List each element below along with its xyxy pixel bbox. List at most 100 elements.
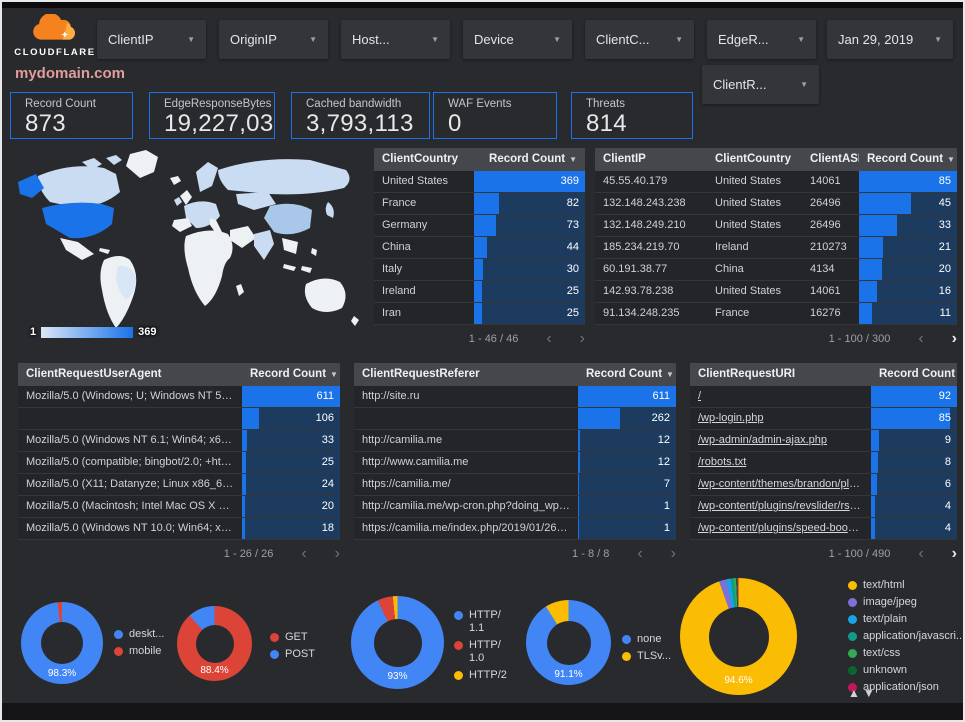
request-method-donut[interactable]: 88.4% bbox=[177, 606, 252, 681]
sort-down-icon[interactable]: ▼ bbox=[862, 686, 878, 700]
sort-desc-icon[interactable]: ▼ bbox=[569, 155, 577, 164]
donut-hole bbox=[708, 606, 769, 667]
bar-fill bbox=[859, 215, 898, 236]
filter-chip-edger[interactable]: EdgeR... ▼ bbox=[707, 20, 816, 59]
filter-chip-originip[interactable]: OriginIP ▼ bbox=[219, 20, 328, 59]
chevron-left-icon[interactable]: ‹ bbox=[301, 545, 307, 562]
legend-color-dot bbox=[848, 683, 857, 692]
bar-value: 82 bbox=[566, 197, 579, 209]
filter-chip-clientc[interactable]: ClientC... ▼ bbox=[585, 20, 694, 59]
pagination-range: 1 - 26 / 26 bbox=[223, 548, 274, 560]
legend-label: unknown bbox=[863, 664, 908, 676]
geo-map-chart[interactable]: 1 369 bbox=[12, 148, 370, 348]
bar-value: 7 bbox=[663, 478, 670, 490]
uri-link[interactable]: /wp-content/themes/brandon/plu... bbox=[698, 478, 865, 490]
table-row: Mozilla/5.0 (Windows; U; Windows NT 5.1;… bbox=[18, 386, 340, 408]
chevron-right-icon[interactable]: › bbox=[670, 545, 676, 562]
legend-color-dot bbox=[848, 666, 857, 675]
filter-chip-label: EdgeR... bbox=[718, 32, 769, 47]
record-count-bar-cell: 25 bbox=[242, 452, 340, 473]
sort-desc-icon[interactable]: ▼ bbox=[666, 370, 674, 379]
chevron-right-icon[interactable]: › bbox=[951, 545, 957, 562]
legend-label: POST bbox=[285, 648, 315, 660]
legend-color-dot bbox=[622, 652, 631, 661]
filter-chip-clientrequest[interactable]: ClientR... ▼ bbox=[702, 65, 819, 104]
sort-desc-icon[interactable]: ▼ bbox=[330, 370, 338, 379]
bar-fill bbox=[871, 430, 880, 451]
sort-desc-icon[interactable]: ▼ bbox=[947, 155, 955, 164]
uri-link[interactable]: /wp-content/plugins/revslider/rs-p... bbox=[698, 500, 869, 512]
table-cell: United States bbox=[715, 175, 782, 187]
table-cell: 60.191.38.77 bbox=[603, 263, 668, 275]
record-count-bar-cell: 4 bbox=[871, 496, 957, 517]
column-header-record count[interactable]: Record Count▼ bbox=[489, 153, 577, 165]
filter-chip-label: ClientIP bbox=[108, 32, 154, 47]
bar-value: 33 bbox=[938, 219, 951, 231]
device-type-donut[interactable]: 98.3% bbox=[21, 602, 103, 684]
bar-fill bbox=[578, 386, 676, 407]
table-cell: Mozilla/5.0 (Macintosh; Intel Mac OS X 1… bbox=[26, 500, 242, 512]
column-header-record count[interactable]: Record Count▼ bbox=[867, 153, 955, 165]
chevron-left-icon[interactable]: ‹ bbox=[637, 545, 643, 562]
bar-value: 106 bbox=[315, 412, 334, 424]
table-row: Mozilla/5.0 (Windows NT 6.1; Win64; x64;… bbox=[18, 430, 340, 452]
uri-link[interactable]: /wp-admin/admin-ajax.php bbox=[698, 434, 828, 446]
chevron-down-icon: ▼ bbox=[800, 80, 808, 89]
legend-color-dot bbox=[454, 641, 463, 650]
filter-chip-clientip[interactable]: ClientIP ▼ bbox=[97, 20, 206, 59]
column-header-record count[interactable]: Record Count▼ bbox=[586, 368, 674, 380]
content-type-donut[interactable]: 94.6% bbox=[680, 578, 797, 695]
uri-link[interactable]: /wp-content/plugins/speed-booste... bbox=[698, 522, 871, 534]
legend-sort-arrows[interactable]: ▲▼ bbox=[848, 686, 878, 700]
referer-table: ClientRequestReferer Record Count ▼ http://… bbox=[354, 363, 676, 566]
chevron-right-icon[interactable]: › bbox=[579, 330, 585, 347]
chevron-left-icon[interactable]: ‹ bbox=[546, 330, 552, 347]
legend-color-dot bbox=[114, 647, 123, 656]
table-cell: /wp-content/plugins/speed-booste... bbox=[690, 518, 871, 539]
user-agent-table: ClientRequestUserAgent Record Count ▼ Mozil… bbox=[18, 363, 340, 566]
legend-label: TLSv... bbox=[637, 650, 672, 662]
uri-link[interactable]: /robots.txt bbox=[698, 456, 747, 468]
legend-item: POST bbox=[270, 648, 315, 661]
legend-color-dot bbox=[848, 649, 857, 658]
date-range-filter[interactable]: Jan 29, 2019 ▼ bbox=[827, 20, 953, 59]
bar-value: 24 bbox=[321, 478, 334, 490]
table-cell: 185.234.219.70 bbox=[603, 241, 680, 253]
sort-up-icon[interactable]: ▲ bbox=[848, 686, 863, 700]
legend-label: none bbox=[637, 633, 662, 645]
filter-chip-host[interactable]: Host... ▼ bbox=[341, 20, 450, 59]
table-cell: Italy bbox=[382, 263, 403, 275]
record-count-bar-cell: 369 bbox=[474, 171, 585, 192]
client-country-table: ClientCountry Record Count ▼ United States 3… bbox=[374, 148, 585, 351]
uri-link[interactable]: /wp-login.php bbox=[698, 412, 764, 424]
table-cell: Mozilla/5.0 (Windows NT 10.0; Win64; x64… bbox=[26, 522, 242, 534]
table-cell: 26496 bbox=[810, 197, 841, 209]
table-cell: 210273 bbox=[810, 241, 847, 253]
bar-fill bbox=[578, 408, 621, 429]
http-protocol-donut[interactable]: 93% bbox=[351, 596, 444, 689]
bar-value: 33 bbox=[321, 434, 334, 446]
table-row: Mozilla/5.0 (X11; Datanyze; Linux x86_64… bbox=[18, 474, 340, 496]
filter-chip-device[interactable]: Device ▼ bbox=[463, 20, 572, 59]
table-cell: Mozilla/5.0 (X11; Datanyze; Linux x86_64… bbox=[26, 478, 242, 490]
chevron-left-icon[interactable]: ‹ bbox=[918, 545, 924, 562]
record-count-bar-cell: 106 bbox=[242, 408, 340, 429]
record-count-bar-cell: 7 bbox=[578, 474, 676, 495]
uri-link[interactable]: / bbox=[698, 390, 702, 402]
column-header-record count[interactable]: Record Count▼ bbox=[879, 368, 956, 380]
chevron-right-icon[interactable]: › bbox=[951, 330, 957, 347]
bar-fill bbox=[242, 518, 245, 539]
chevron-left-icon[interactable]: ‹ bbox=[918, 330, 924, 347]
bar-fill bbox=[871, 474, 877, 495]
tls-version-donut[interactable]: 91.1% bbox=[526, 600, 611, 685]
bar-value: 369 bbox=[560, 175, 579, 187]
bar-value: 11 bbox=[939, 307, 951, 319]
record-count-bar-cell: 20 bbox=[859, 259, 957, 280]
request-uri-table: ClientRequestURI Record Count▼ / 92/wp-logi… bbox=[690, 363, 957, 566]
legend-label: GET bbox=[285, 631, 308, 643]
table-header-row: ClientRequestURI Record Count▼ bbox=[690, 363, 957, 386]
bar-value: 73 bbox=[566, 219, 579, 231]
legend-item: HTTP/2 bbox=[454, 669, 507, 682]
chevron-right-icon[interactable]: › bbox=[334, 545, 340, 562]
column-header-record count[interactable]: Record Count▼ bbox=[250, 368, 338, 380]
